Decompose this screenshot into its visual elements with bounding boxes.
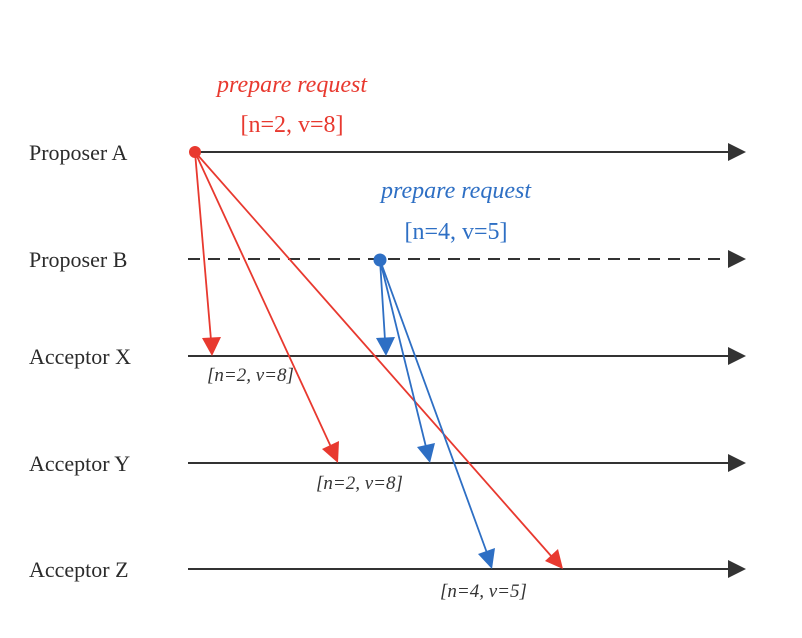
arrowhead-a-to-y <box>322 441 339 463</box>
proposer-b-send-point <box>373 253 387 267</box>
message-b-to-x <box>379 259 386 341</box>
message-a-to-y <box>194 151 332 448</box>
lane-labels: Proposer A Proposer B Acceptor X Accepto… <box>29 140 131 582</box>
arrowhead-b-to-z <box>478 548 495 569</box>
lane-label-proposer-a: Proposer A <box>29 140 128 165</box>
message-a-to-z <box>194 151 553 558</box>
lane-label-proposer-b: Proposer B <box>29 247 127 272</box>
acceptor-y-received-label: [n=2, v=8] <box>316 473 403 494</box>
prepare-request-b-value: [n=4, v=5] <box>404 219 507 245</box>
timeline-arrowhead <box>728 454 746 472</box>
timeline-arrowhead <box>728 347 746 365</box>
timelines <box>188 143 746 578</box>
acceptor-z-received-label: [n=4, v=5] <box>440 581 527 602</box>
acceptor-x-received-label: [n=2, v=8] <box>207 365 294 386</box>
lane-label-acceptor-y: Acceptor Y <box>29 451 130 476</box>
lane-label-acceptor-z: Acceptor Z <box>29 557 129 582</box>
message-b-to-z <box>379 259 488 554</box>
message-b-to-y <box>379 259 427 448</box>
proposer-a-send-point <box>189 146 201 158</box>
proposer-b-messages <box>376 259 495 569</box>
arrowhead-a-to-x <box>202 337 221 356</box>
arrowhead-b-to-x <box>376 337 395 356</box>
proposer-a-messages <box>194 151 563 569</box>
prepare-request-a-title: prepare request <box>215 72 368 98</box>
prepare-request-b-title: prepare request <box>379 178 532 204</box>
arrowhead-b-to-y <box>417 443 435 463</box>
message-a-to-x <box>194 151 212 341</box>
timeline-arrowhead <box>728 250 746 268</box>
arrowhead-a-to-z <box>545 549 563 569</box>
lane-label-acceptor-x: Acceptor X <box>29 344 131 369</box>
timeline-arrowhead <box>728 560 746 578</box>
timeline-arrowhead <box>728 143 746 161</box>
prepare-request-a-value: [n=2, v=8] <box>240 112 343 138</box>
